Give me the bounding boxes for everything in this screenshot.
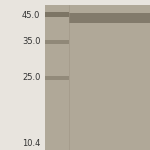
Text: 10.4: 10.4	[22, 140, 40, 148]
Text: 45.0: 45.0	[22, 11, 40, 20]
Bar	[45, 40, 69, 44]
Bar	[45, 76, 69, 80]
Text: 25.0: 25.0	[22, 74, 40, 82]
Bar	[69, 13, 150, 23]
Bar	[45, 4, 150, 150]
Text: 35.0: 35.0	[22, 38, 40, 46]
Bar	[0, 0, 45, 150]
Bar	[45, 12, 69, 16]
